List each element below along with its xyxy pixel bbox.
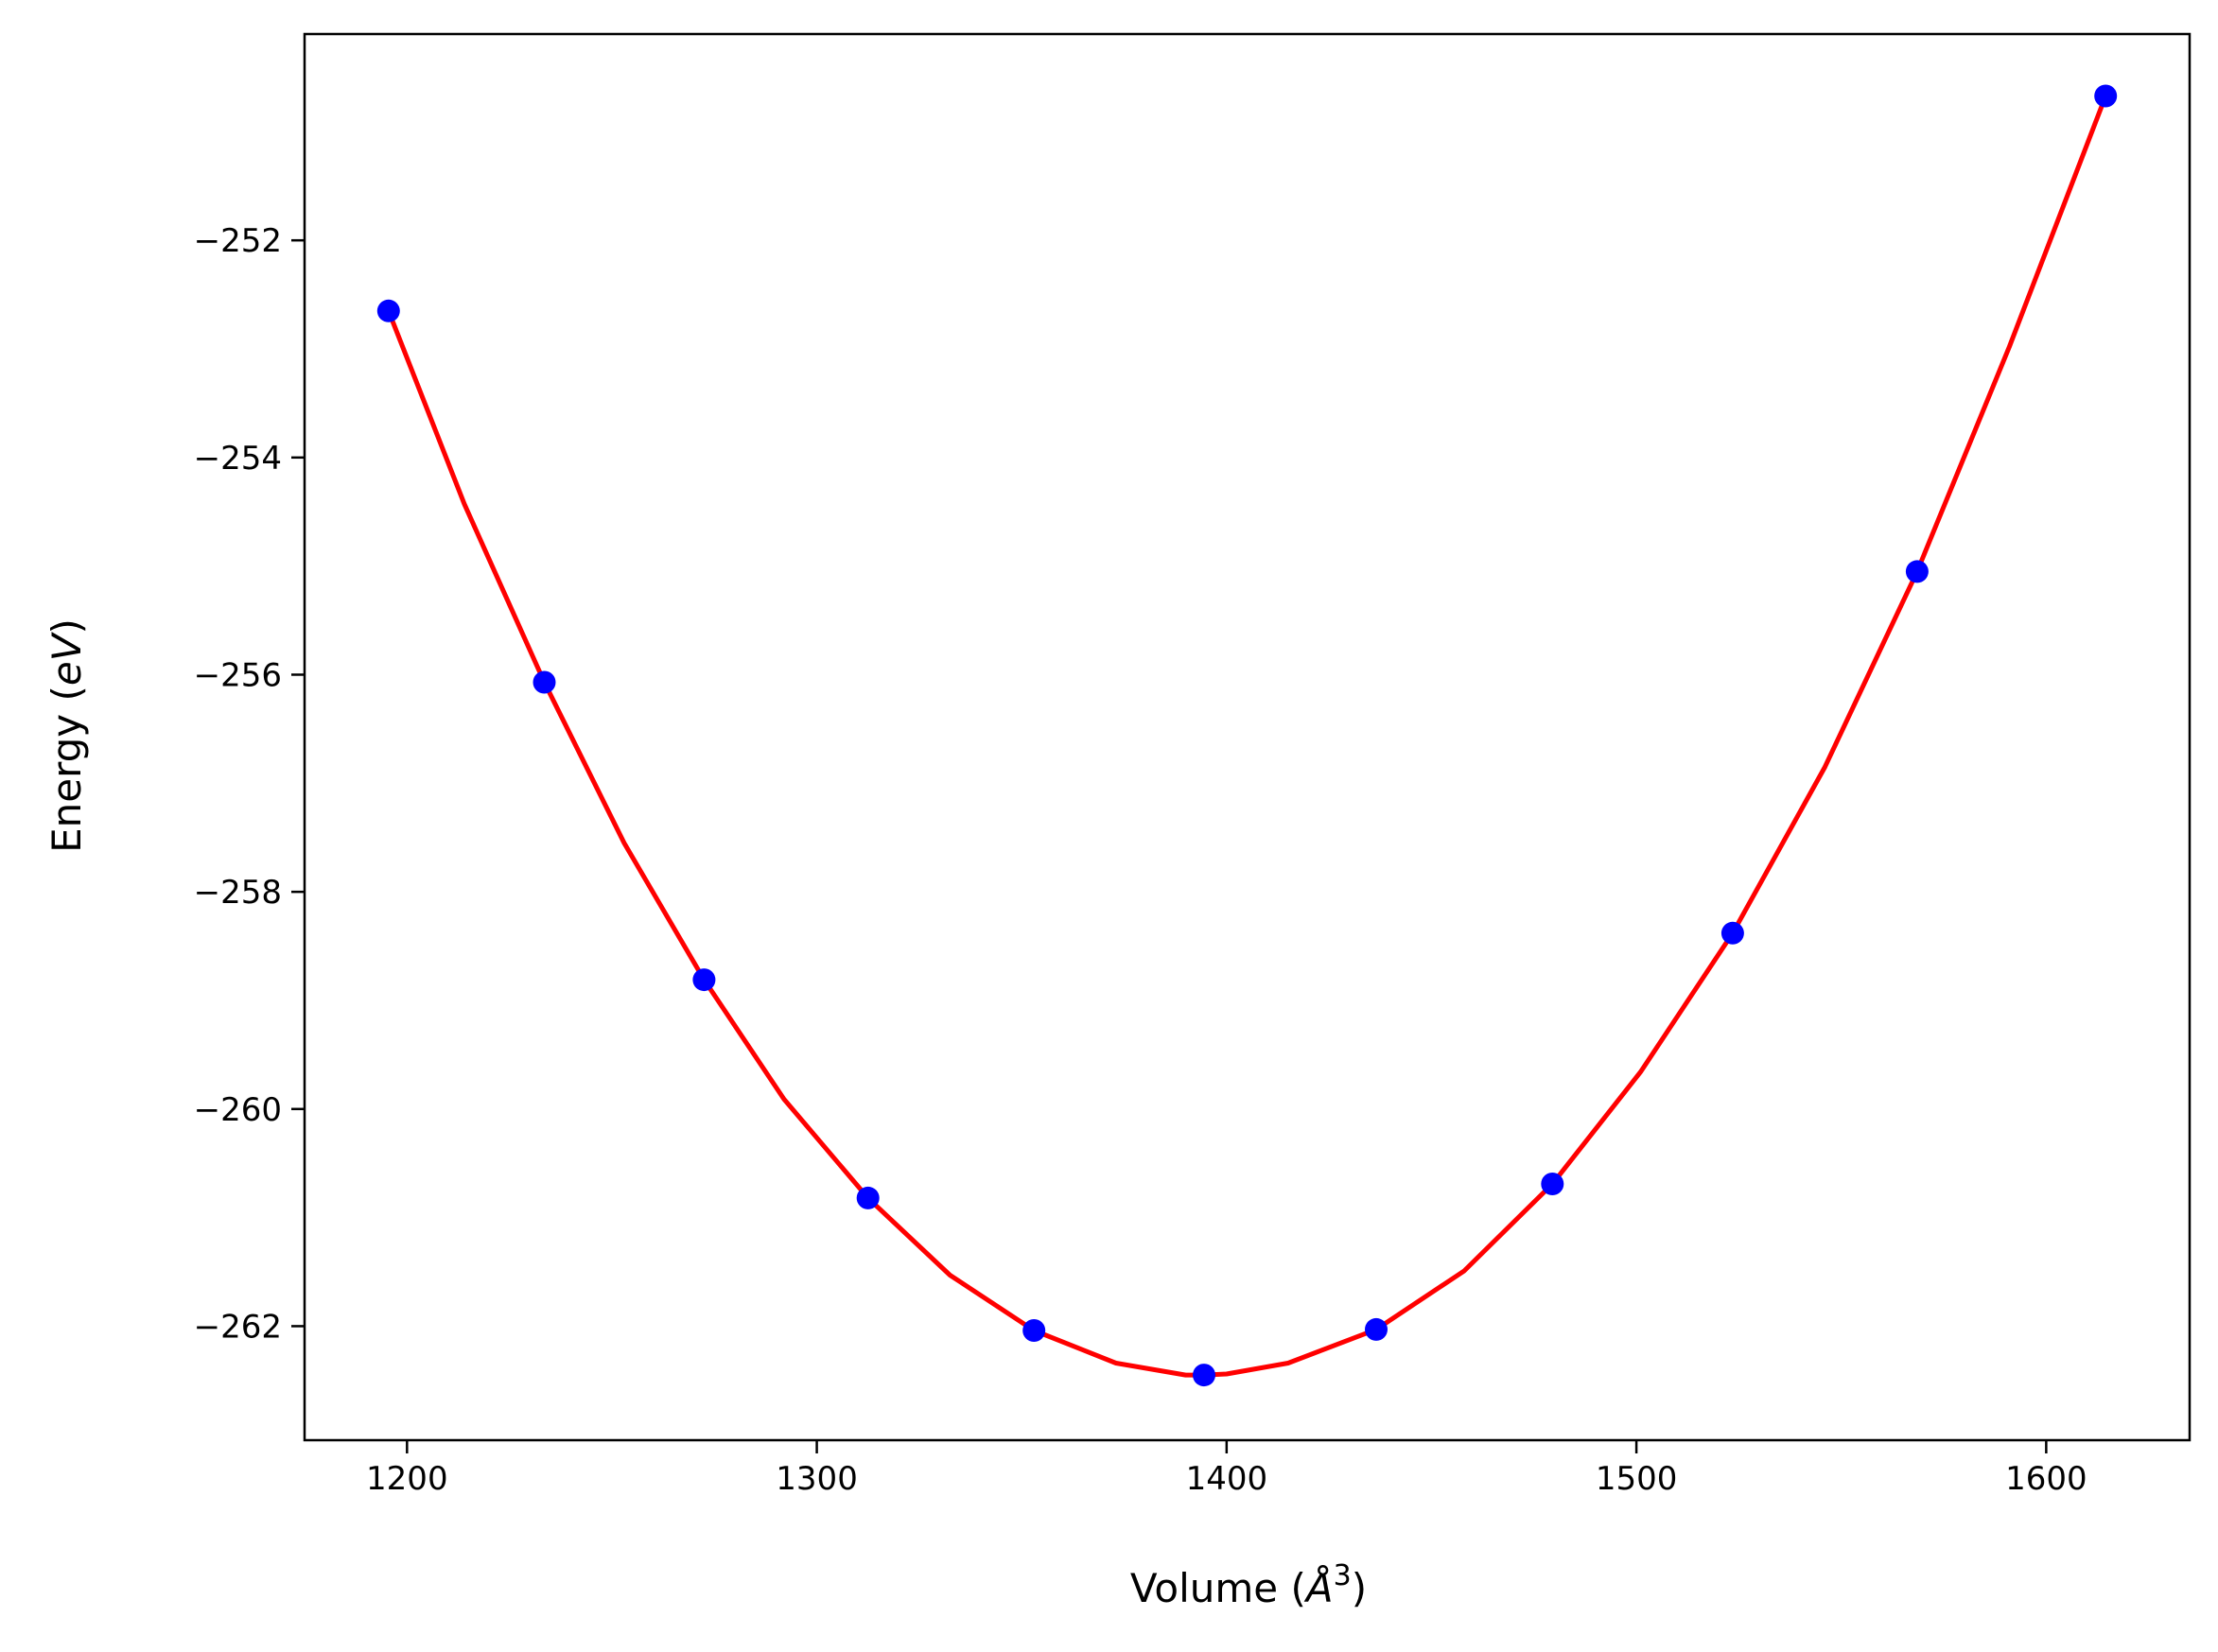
y-tick-label: −254 — [194, 440, 282, 478]
y-tick-label: −260 — [194, 1091, 282, 1129]
y-axis-label-close: ) — [44, 618, 90, 634]
data-point-9 — [1720, 921, 1744, 945]
x-axis-label-main: Volume ( — [1130, 1565, 1306, 1611]
y-tick-label: −258 — [194, 874, 282, 912]
x-tick-label: 1200 — [366, 1460, 448, 1498]
x-tick-label: 1600 — [2005, 1460, 2087, 1498]
y-axis-label-unit: eV — [44, 631, 90, 686]
y-tick-label: −262 — [194, 1308, 282, 1346]
y-axis: −252 −254 −256 −258 −260 −262 — [194, 222, 305, 1346]
data-point-3 — [692, 968, 716, 992]
data-point-7 — [1365, 1317, 1388, 1341]
plot-area — [376, 84, 2118, 1387]
x-axis: 1200 1300 1400 1500 1600 — [366, 1440, 2087, 1498]
x-tick-label: 1300 — [776, 1460, 858, 1498]
x-axis-label-unit: Å — [1303, 1564, 1334, 1611]
data-point-5 — [1022, 1319, 1046, 1342]
x-axis-label-superscript: 3 — [1334, 1559, 1352, 1592]
axes-frame — [303, 32, 2192, 1442]
y-axis-label: Energy (eV) — [44, 618, 90, 853]
x-tick-label: 1400 — [1186, 1460, 1268, 1498]
data-point-4 — [856, 1186, 880, 1209]
y-axis-label-main: Energy ( — [44, 686, 90, 853]
x-tick-label: 1500 — [1596, 1460, 1678, 1498]
data-point-6 — [1193, 1364, 1215, 1387]
x-axis-label-close: ) — [1352, 1565, 1367, 1611]
x-axis-label: Volume (Å3) — [1130, 1559, 1367, 1611]
data-point-8 — [1541, 1173, 1564, 1195]
y-tick-label: −252 — [194, 222, 282, 260]
data-point-2 — [533, 670, 556, 694]
data-point-10 — [1905, 560, 1929, 583]
y-tick-label: −256 — [194, 656, 282, 694]
data-point-11 — [2094, 84, 2118, 108]
data-point-1 — [376, 299, 400, 322]
